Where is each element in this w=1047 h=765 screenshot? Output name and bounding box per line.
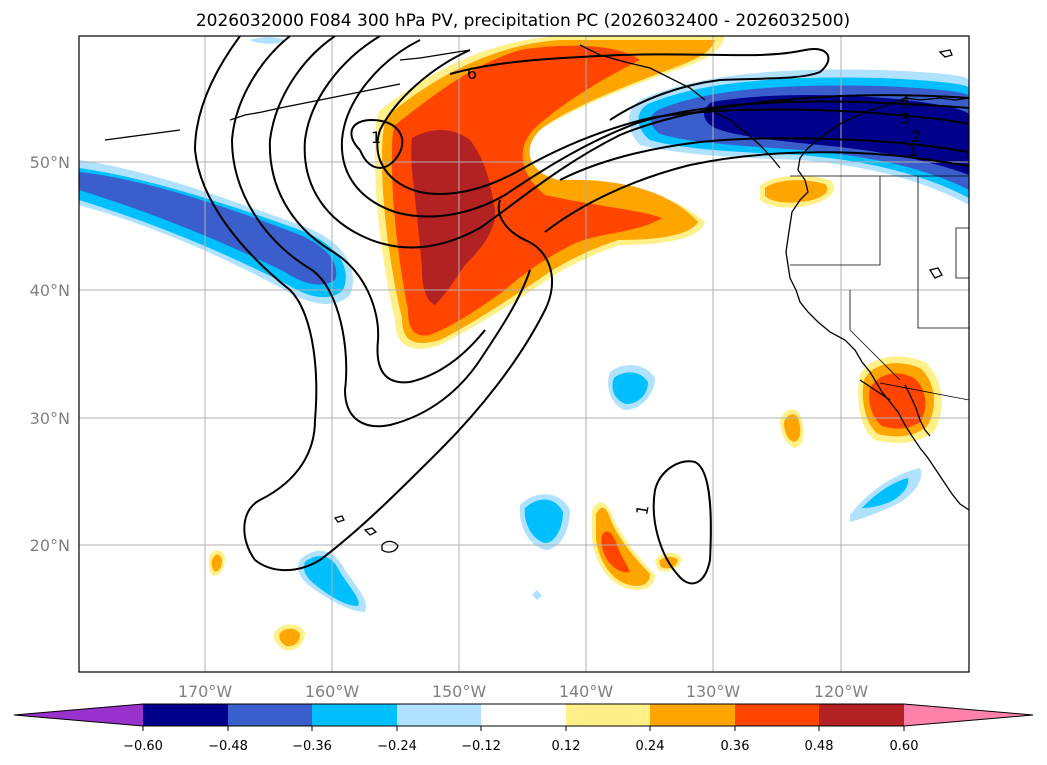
- pv-contours: [193, 36, 969, 585]
- colorbar-tick-label: 0.24: [636, 739, 665, 754]
- lon-label-150w: 150°W: [432, 682, 487, 701]
- colorbar-bin-8: [735, 704, 819, 726]
- contour-label-4: 4: [900, 93, 910, 112]
- colorbar-tick-marks: [142, 726, 905, 731]
- contour-label-3: 3: [900, 109, 910, 128]
- lon-label-140w: 140°W: [559, 682, 614, 701]
- lon-label-170w: 170°W: [178, 682, 233, 701]
- figure-title: 2026032000 F084 300 hPa PV, precipitatio…: [196, 11, 850, 31]
- colorbar-over-triangle: [904, 704, 1033, 726]
- lon-label-120w: 120°W: [814, 682, 869, 701]
- colorbar-bin-2: [228, 704, 312, 726]
- political-borders: [790, 175, 969, 401]
- colorbar-tick-label: 0.60: [890, 739, 919, 754]
- contour-label-1-east: 1: [908, 141, 918, 160]
- coastlines: [104, 44, 969, 553]
- colorbar-under-triangle: [14, 704, 143, 726]
- contour-label-6: 6: [467, 64, 477, 83]
- lat-label-20n: 20°N: [30, 536, 70, 555]
- colorbar-tick-label: −0.12: [461, 739, 501, 754]
- lat-label-40n: 40°N: [30, 281, 70, 300]
- colorbar-tick-label: −0.48: [208, 739, 248, 754]
- latitude-labels: 50°N 40°N 30°N 20°N: [30, 153, 70, 555]
- colorbar-bin-3: [312, 704, 397, 726]
- contour-label-2: 2: [911, 127, 921, 146]
- map-panel: 6 1 4 3 2 1 1: [79, 36, 969, 672]
- contour-label-1-south: 1: [632, 503, 652, 516]
- longitude-labels: 170°W 160°W 150°W 140°W 130°W 120°W: [178, 682, 869, 701]
- colorbar-tick-label: −0.24: [377, 739, 417, 754]
- lat-label-30n: 30°N: [30, 409, 70, 428]
- colorbar-bin-4: [397, 704, 481, 726]
- lat-label-50n: 50°N: [30, 153, 70, 172]
- lon-label-130w: 130°W: [686, 682, 741, 701]
- colorbar-tick-label: 0.12: [552, 739, 581, 754]
- map-frame: [78, 35, 970, 673]
- colorbar-tick-label: 0.36: [721, 739, 750, 754]
- colorbar-tick-label: 0.48: [805, 739, 834, 754]
- colorbar: −0.60 −0.48 −0.36 −0.24 −0.12 0.12 0.24 …: [13, 703, 1034, 754]
- colorbar-bin-5: [481, 704, 566, 726]
- lon-label-160w: 160°W: [305, 682, 360, 701]
- colorbar-tick-label: −0.36: [292, 739, 332, 754]
- contour-labels: 6 1 4 3 2 1 1: [371, 64, 921, 517]
- contour-label-1: 1: [371, 128, 381, 147]
- colorbar-bin-7: [650, 704, 735, 726]
- lat-lon-grid: [79, 36, 969, 672]
- colorbar-tick-label: −0.60: [123, 739, 163, 754]
- colorbar-bin-1: [143, 704, 228, 726]
- colorbar-bin-6: [566, 704, 650, 726]
- colorbar-bin-9: [819, 704, 904, 726]
